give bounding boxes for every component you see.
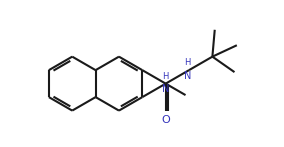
Text: N: N bbox=[184, 71, 191, 81]
Text: O: O bbox=[161, 115, 170, 125]
Text: H: H bbox=[185, 59, 191, 67]
Text: H: H bbox=[162, 72, 169, 81]
Text: N: N bbox=[162, 84, 169, 94]
